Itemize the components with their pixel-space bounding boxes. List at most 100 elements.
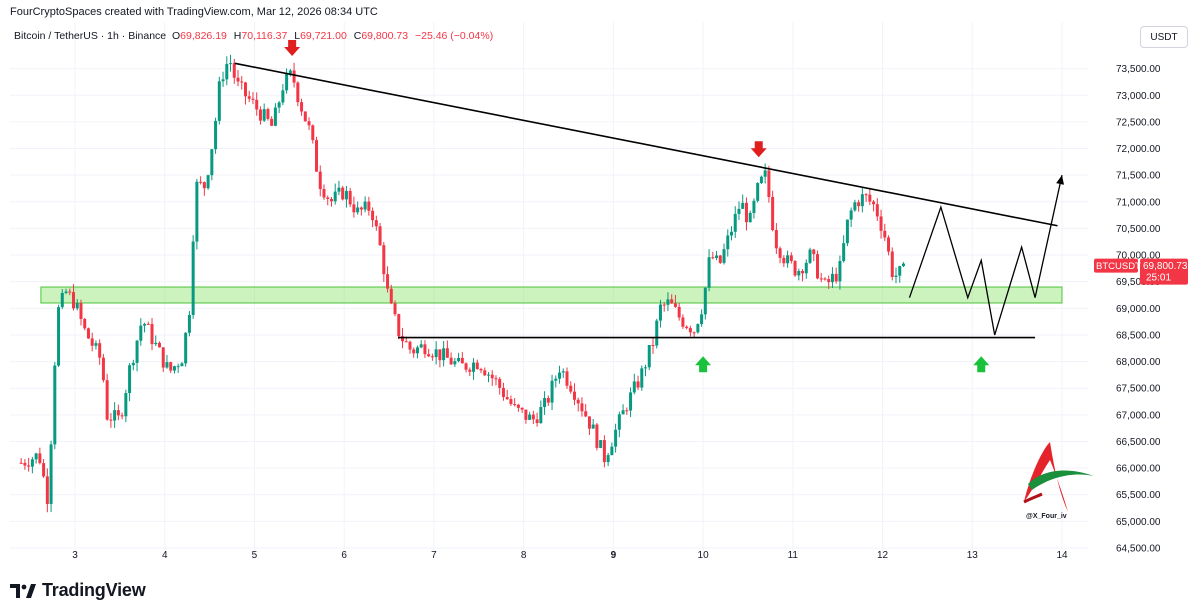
arrow-up-icon [973, 356, 990, 373]
price-tick-label: 69,000.00 [1116, 304, 1161, 315]
candle-body [131, 362, 135, 366]
candle-body [27, 465, 31, 467]
candle-body [408, 341, 412, 350]
candle-body [337, 187, 341, 192]
candle-body [872, 201, 876, 205]
resistance-trendline[interactable] [234, 62, 1058, 227]
candle-body [60, 292, 64, 308]
candle-body [468, 369, 472, 372]
candle-body [741, 202, 745, 209]
time-tick-label: 8 [521, 550, 527, 561]
candle-body [576, 399, 580, 404]
candle-body [161, 347, 165, 368]
candle-body [430, 356, 434, 358]
candle-body [595, 424, 599, 448]
candle-body [296, 82, 300, 103]
candle-body [288, 70, 292, 74]
candle-body [53, 365, 57, 445]
candle-body [711, 257, 715, 259]
candle-body [460, 357, 464, 364]
candle-body [516, 404, 520, 408]
symbol-label[interactable]: Bitcoin / TetherUS · 1h · Binance [14, 30, 167, 42]
candle-body [359, 207, 363, 210]
candle-body [744, 202, 748, 223]
candle-body [475, 362, 479, 370]
candle-body [72, 292, 76, 309]
candle-body [146, 323, 150, 325]
candle-body [845, 219, 849, 244]
candle-body [273, 107, 277, 126]
candle-body [572, 391, 576, 400]
candle-body [584, 411, 588, 417]
candle-body [737, 208, 741, 214]
candle-body [602, 440, 606, 463]
candle-body [498, 379, 502, 388]
candle-body [569, 385, 573, 392]
candle-body [292, 70, 296, 83]
price-tick-label: 65,500.00 [1116, 490, 1161, 501]
candle-body [442, 348, 446, 361]
candle-body [860, 194, 864, 207]
candle-body [247, 96, 251, 99]
candle-body [812, 249, 816, 255]
candle-body [352, 204, 356, 213]
candle-body [793, 261, 797, 276]
candle-body [258, 109, 262, 121]
price-tick-label: 70,000.00 [1116, 251, 1161, 262]
time-tick-label: 13 [967, 550, 979, 561]
candle-body [225, 64, 229, 80]
candle-body [830, 273, 834, 283]
candle-body [453, 361, 457, 365]
change-value: −25.46 (−0.04%) [414, 30, 494, 42]
candle-body [79, 303, 83, 319]
candle-body [262, 109, 266, 121]
candle-body [879, 216, 883, 231]
candle-body [135, 340, 139, 363]
candle-body [681, 317, 685, 327]
projection-path[interactable] [908, 175, 1063, 336]
candle-body [184, 332, 188, 364]
candle-body [543, 398, 547, 407]
price-tick-label: 66,500.00 [1116, 437, 1161, 448]
price-tick-label: 70,500.00 [1116, 224, 1161, 235]
candle-body [625, 410, 629, 412]
candle-body [285, 73, 289, 91]
candle-body [176, 366, 180, 368]
candle-body [401, 336, 405, 342]
currency-selector[interactable]: USDT [1140, 26, 1188, 48]
watermark-logo-icon: @X_Four_iv [1023, 442, 1094, 520]
candle-body [423, 344, 427, 355]
candle-body [580, 403, 584, 412]
candle-body [715, 255, 719, 259]
candle-body [348, 190, 352, 205]
candle-body [898, 266, 902, 276]
candle-body [890, 251, 894, 277]
low-value: 69,721.00 [300, 30, 347, 42]
candle-body [565, 371, 569, 386]
candle-body [30, 459, 34, 467]
candle-body [344, 190, 348, 200]
candle-body [483, 370, 487, 376]
footer-brand[interactable]: TradingView [10, 580, 146, 601]
candle-body [415, 347, 419, 354]
candle-body [513, 404, 517, 406]
arrow-up-icon [695, 356, 712, 373]
candle-body [486, 374, 490, 376]
candle-body [771, 196, 775, 230]
candle-body [19, 462, 23, 464]
candle-body [150, 324, 154, 345]
candle-body [472, 362, 476, 372]
candle-body [23, 462, 27, 466]
candle-body [558, 372, 562, 379]
candle-body [748, 212, 752, 223]
candle-body [531, 414, 535, 420]
candle-body [116, 410, 120, 416]
candle-body [49, 444, 53, 504]
candle-body [789, 255, 793, 262]
candle-body [270, 118, 274, 126]
candle-body [187, 314, 191, 333]
candle-body [199, 181, 203, 183]
candle-body [109, 419, 113, 421]
tradingview-logo-icon [10, 583, 36, 598]
